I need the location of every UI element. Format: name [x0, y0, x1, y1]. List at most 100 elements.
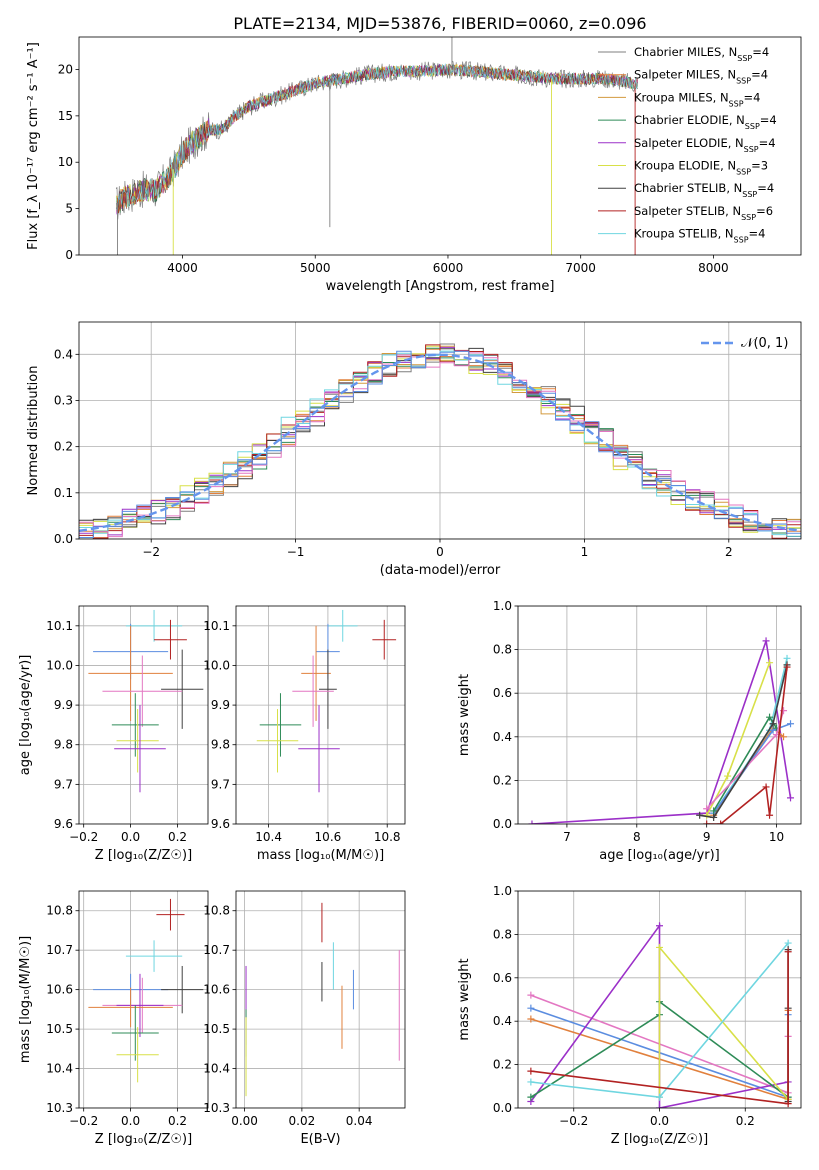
- y-tick-label: 10.8: [46, 904, 73, 918]
- y-tick-label: 0.0: [54, 532, 73, 546]
- y-tick-label: 9.6: [54, 817, 73, 831]
- x-tick-label: 0.04: [346, 1114, 373, 1128]
- y-tick-label: 10.3: [46, 1101, 73, 1115]
- y-tick-label: 0.4: [54, 347, 73, 361]
- x-axis-label: Z [log₁₀(Z/Z☉)]: [95, 1132, 192, 1147]
- y-axis-label: age [log₁₀(age/yr)]: [18, 655, 33, 776]
- axes-frame: [235, 605, 406, 825]
- x-axis-label: age [log₁₀(age/yr)]: [599, 848, 720, 863]
- y-tick-label: 5: [65, 202, 73, 216]
- gaussian-curve: [79, 353, 801, 533]
- weight-point: [766, 713, 774, 721]
- weight-line: [531, 640, 792, 824]
- y-tick-label: 0.8: [493, 927, 512, 941]
- x-tick-label: 10.4: [255, 830, 282, 844]
- y-tick-label: 0.2: [493, 1058, 512, 1072]
- legend-entry: 𝒩(0, 1): [741, 336, 788, 351]
- weight-point: [696, 811, 704, 819]
- weight-point: [703, 805, 711, 813]
- y-axis-label: Flux [f_λ 10⁻¹⁷ erg cm⁻² s⁻¹ A⁻¹]: [26, 42, 41, 250]
- y-tick-label: 10.0: [203, 658, 230, 672]
- x-axis-label: E(B-V): [300, 1132, 340, 1147]
- legend-entry: Chabrier MILES, NSSP=4: [634, 45, 769, 63]
- panel-residuals: −2 −1 0 1 2 0.0 0.1 0.2 0.3 0.4 (data-model)/error…: [26, 321, 802, 578]
- y-tick-label: 0.4: [493, 730, 512, 744]
- y-tick-label: 10.0: [46, 658, 73, 672]
- x-tick-label: 5000: [300, 261, 331, 275]
- axes-frame: [235, 890, 406, 1109]
- y-tick-label: 0.8: [493, 643, 512, 657]
- weight-line: [706, 666, 788, 824]
- weight-point: [784, 948, 792, 956]
- weight-point: [527, 1078, 535, 1086]
- y-tick-label: 9.7: [54, 777, 73, 791]
- y-tick-label: 10.6: [203, 983, 230, 997]
- x-tick-label: 0.00: [231, 1114, 258, 1128]
- x-tick-label: 0.02: [289, 1114, 316, 1128]
- x-tick-label: 0.2: [736, 1114, 755, 1128]
- y-tick-label: 0.6: [493, 686, 512, 700]
- y-tick-label: 0.0: [493, 1101, 512, 1115]
- y-tick-label: 15: [58, 109, 73, 123]
- x-tick-label: 0.0: [650, 1114, 669, 1128]
- weight-point: [527, 1004, 535, 1012]
- weight-point: [766, 659, 774, 667]
- axes-frame: [78, 36, 802, 256]
- weight-point: [762, 637, 770, 645]
- x-axis-label: Z [log₁₀(Z/Z☉)]: [611, 1132, 708, 1147]
- weight-point: [656, 922, 663, 930]
- x-tick-label: 8000: [698, 261, 729, 275]
- x-tick-label: 10.8: [374, 830, 401, 844]
- y-tick-label: 9.8: [211, 738, 230, 752]
- y-tick-label: 10.5: [203, 1022, 230, 1036]
- plot-area: [518, 891, 801, 1108]
- weight-point: [528, 820, 536, 824]
- plot-area: [115, 37, 639, 255]
- y-tick-label: 1.0: [493, 884, 512, 898]
- y-tick-label: 10.1: [46, 619, 73, 633]
- legend-entry: Salpeter ELODIE, NSSP=4: [634, 136, 776, 154]
- y-tick-label: 0.0: [493, 817, 512, 831]
- legend: Chabrier MILES, NSSP=4 Salpeter MILES, NS…: [598, 45, 777, 244]
- plot-area: [236, 606, 405, 824]
- panel-weight-z: −0.2 0.0 0.2 0.0 0.2 0.4 0.6 0.8 1.0 Z [log₁₀(Z/Z…: [457, 884, 802, 1147]
- x-tick-label: 7000: [565, 261, 596, 275]
- y-tick-label: 0.2: [54, 440, 73, 454]
- y-axis-label: mass weight: [457, 674, 472, 756]
- legend-entry: Kroupa STELIB, NSSP=4: [634, 227, 765, 245]
- x-tick-label: −2: [142, 545, 160, 559]
- weight-point: [787, 720, 795, 728]
- y-tick-label: 9.8: [54, 738, 73, 752]
- weight-point: [656, 1093, 663, 1101]
- weight-point: [703, 820, 711, 824]
- panel-mass-z: −0.2 0.0 0.2 10.3 10.4 10.5 10.6 10.7 10.8 Z [log…: [18, 890, 209, 1147]
- weight-point: [717, 820, 725, 824]
- x-tick-label: −0.2: [69, 830, 98, 844]
- y-tick-label: 9.6: [211, 817, 230, 831]
- weight-point: [784, 1100, 792, 1108]
- legend-entry: Salpeter MILES, NSSP=4: [634, 68, 768, 86]
- y-axis-label: Normed distribution: [26, 366, 41, 496]
- weight-point: [769, 720, 777, 728]
- legend-entry: Kroupa MILES, NSSP=4: [634, 90, 760, 108]
- axes-frame: [78, 890, 209, 1109]
- x-axis-label: (data-model)/error: [380, 563, 501, 578]
- x-tick-label: 0.0: [121, 1114, 140, 1128]
- plot-area: [518, 606, 801, 824]
- panel-weight-age: 7 8 9 10 0.0 0.2 0.4 0.6 0.8 1.0 age [log₁₀(age/yr…: [457, 599, 802, 863]
- panel-age-mass: 10.4 10.6 10.8 9.6 9.7 9.8 9.9 10.0 10.1 mass [lo…: [203, 605, 406, 863]
- weight-point: [724, 772, 732, 780]
- weight-point: [783, 663, 791, 671]
- y-tick-label: 10.7: [203, 943, 230, 957]
- x-tick-label: 9: [703, 830, 711, 844]
- y-tick-label: 10.8: [203, 904, 230, 918]
- axes-frame: [78, 605, 209, 825]
- weight-point: [787, 794, 795, 802]
- legend-entry: Chabrier ELODIE, NSSP=4: [634, 113, 777, 131]
- x-tick-label: 8: [633, 830, 641, 844]
- legend-entry: Kroupa ELODIE, NSSP=3: [634, 159, 768, 177]
- legend-entry: Chabrier STELIB, NSSP=4: [634, 181, 774, 199]
- x-tick-label: 10.6: [315, 830, 342, 844]
- x-axis-label: mass [log₁₀(M/M☉)]: [257, 848, 384, 863]
